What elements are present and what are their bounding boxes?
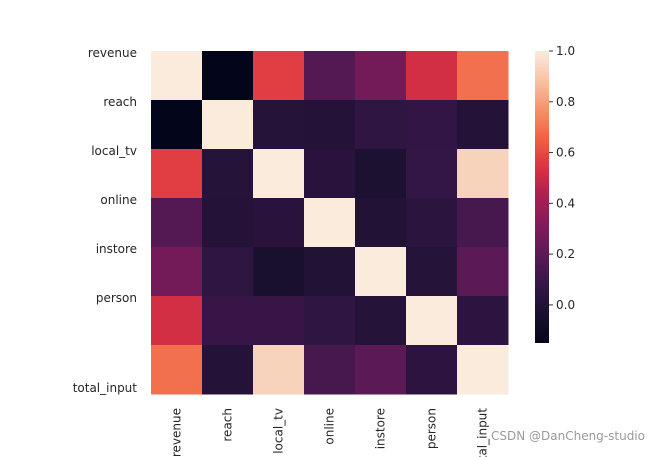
heatmap-cell	[406, 345, 458, 395]
x-tick-label: revenue	[170, 408, 184, 457]
heatmap-cell	[202, 149, 254, 199]
colorbar-tick-label: 0.6	[556, 146, 575, 160]
heatmap-cell	[457, 198, 509, 248]
heatmap-cell	[406, 100, 458, 150]
heatmap-cell	[304, 149, 356, 199]
heatmap-cell	[202, 198, 254, 248]
heatmap-cell	[253, 198, 305, 248]
heatmap-cell	[304, 345, 356, 395]
y-tick-label: local_tv	[91, 144, 137, 158]
heatmap-cell	[304, 247, 356, 297]
heatmap-cell	[406, 198, 458, 248]
heatmap-cell	[202, 100, 254, 150]
watermark: CSDN @DanCheng-studio	[490, 429, 645, 443]
heatmap-cell	[355, 149, 407, 199]
heatmap-grid	[151, 51, 509, 395]
colorbar	[535, 51, 549, 343]
heatmap-cell	[355, 198, 407, 248]
heatmap-cell	[151, 149, 203, 199]
x-tick-label: local_tv	[272, 408, 286, 454]
heatmap-cell	[457, 345, 509, 395]
heatmap-cell	[355, 296, 407, 346]
heatmap-cell	[457, 100, 509, 150]
heatmap-cell	[304, 51, 356, 101]
heatmap-cell	[406, 51, 458, 101]
heatmap-cell	[406, 149, 458, 199]
x-tick-label: online	[323, 408, 337, 445]
colorbar-tick-label: 0.4	[556, 196, 575, 210]
colorbar-tick-label: 0.2	[556, 247, 575, 261]
heatmap-cell	[304, 198, 356, 248]
heatmap-cell	[355, 345, 407, 395]
heatmap-cell	[202, 296, 254, 346]
heatmap-cell	[202, 51, 254, 101]
heatmap-cell	[457, 247, 509, 297]
heatmap-cell	[202, 247, 254, 297]
y-tick-label: total_input	[73, 381, 138, 395]
heatmap-cell	[457, 51, 509, 101]
heatmap-cell	[151, 247, 203, 297]
colorbar-tick-label: 0.0	[556, 298, 575, 312]
heatmap-cell	[202, 345, 254, 395]
colorbar-tick-label: 0.8	[556, 95, 575, 109]
colorbar-tick-label: 1.0	[556, 44, 575, 58]
heatmap-cell	[253, 149, 305, 199]
heatmap-cell	[151, 51, 203, 101]
heatmap-cell	[304, 100, 356, 150]
x-tick-label: instore	[374, 408, 388, 449]
x-tick-label: reach	[221, 408, 235, 442]
x-tick-label: total_input	[476, 408, 490, 457]
heatmap-cell	[253, 247, 305, 297]
heatmap-cell	[355, 100, 407, 150]
heatmap-cell	[253, 345, 305, 395]
heatmap-cell	[151, 100, 203, 150]
heatmap-cell	[304, 296, 356, 346]
heatmap-cell	[253, 296, 305, 346]
y-tick-label: reach	[103, 95, 137, 109]
heatmap-cell	[457, 296, 509, 346]
y-tick-label: instore	[96, 242, 137, 256]
heatmap-cell	[151, 345, 203, 395]
heatmap-cell	[406, 296, 458, 346]
heatmap-cell	[151, 296, 203, 346]
heatmap-cell	[355, 247, 407, 297]
x-tick-label: person	[425, 408, 439, 449]
heatmap-cell	[406, 247, 458, 297]
y-tick-label: person	[96, 291, 137, 305]
heatmap-cell	[253, 51, 305, 101]
y-tick-label: revenue	[88, 46, 137, 60]
heatmap-cell	[355, 51, 407, 101]
heatmap-cell	[457, 149, 509, 199]
heatmap-cell	[151, 198, 203, 248]
y-tick-label: online	[100, 193, 137, 207]
heatmap-cell	[253, 100, 305, 150]
